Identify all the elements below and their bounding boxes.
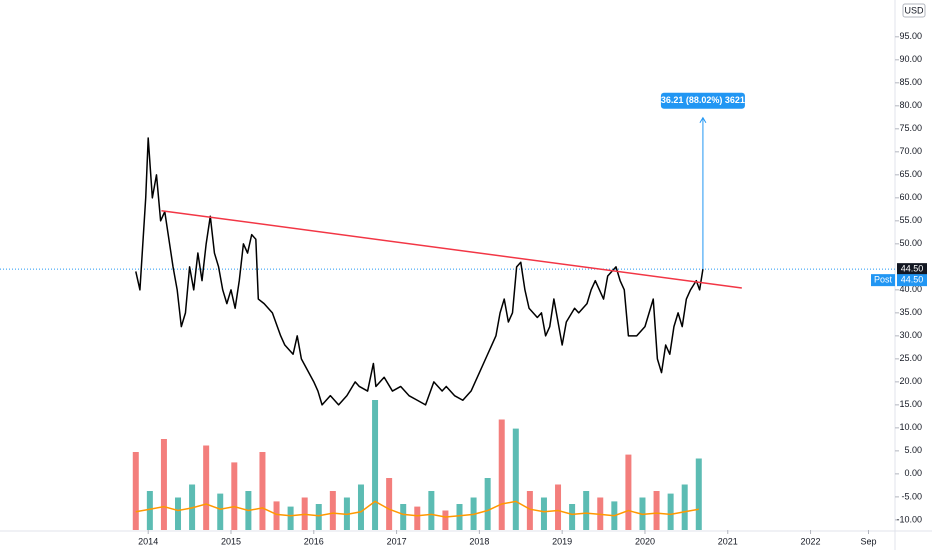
post-price-label: 44.50: [901, 275, 924, 285]
volume-bar: [146, 491, 153, 530]
x-tick-label: 2019: [552, 536, 572, 546]
x-tick-label: 2014: [138, 536, 158, 546]
volume-bar: [372, 400, 379, 530]
last-price-label: 44.50: [901, 264, 924, 274]
volume-bar: [315, 504, 322, 530]
currency-label[interactable]: USD: [904, 5, 924, 15]
volume-bar: [667, 493, 674, 530]
volume-bar: [653, 491, 660, 530]
y-tick-label: 0.00: [904, 468, 922, 478]
volume-bar: [484, 478, 491, 530]
volume-bar: [217, 493, 224, 530]
x-tick-label: 2015: [221, 536, 241, 546]
measure-label: 36.21 (88.02%) 3621: [661, 95, 745, 105]
y-tick-label: 20.00: [899, 376, 922, 386]
volume-bar: [526, 491, 533, 530]
x-tick-label: 2020: [635, 536, 655, 546]
currency-box[interactable]: [902, 3, 926, 18]
volume-bar: [400, 504, 407, 530]
post-price-box: [897, 274, 927, 287]
volume-bar: [428, 491, 435, 530]
volume-bar: [160, 439, 167, 530]
x-tick-label: 2017: [387, 536, 407, 546]
y-tick-label: -5.00: [901, 491, 922, 501]
volume-bar: [555, 484, 562, 530]
volume-ma: [135, 500, 699, 518]
measure-label-box: [660, 92, 745, 109]
y-tick-label: 40.00: [899, 284, 922, 294]
y-tick-label: 85.00: [899, 77, 922, 87]
y-tick-label: 60.00: [899, 192, 922, 202]
y-tick-label: 95.00: [899, 31, 922, 41]
y-tick-label: 75.00: [899, 123, 922, 133]
volume-bar: [231, 462, 238, 530]
y-tick-label: 35.00: [899, 307, 922, 317]
volume-bar: [625, 454, 632, 530]
x-tick-label: 2021: [718, 536, 738, 546]
y-tick-label: 15.00: [899, 399, 922, 409]
volume-bar: [681, 484, 688, 530]
post-name-box: [871, 274, 895, 287]
volume-bar: [498, 419, 505, 530]
volume-bar: [287, 506, 294, 530]
volume-bar: [540, 497, 547, 530]
x-tick-label: Sep: [860, 536, 876, 546]
y-tick-label: 25.00: [899, 353, 922, 363]
volume-bar: [259, 452, 266, 530]
volume-bar: [569, 504, 576, 530]
volume-bar: [386, 478, 393, 530]
volume-bar: [414, 506, 421, 530]
volume-bar: [583, 491, 590, 530]
volume-bar: [175, 497, 182, 530]
x-tick-label: 2018: [469, 536, 489, 546]
y-tick-label: 90.00: [899, 54, 922, 64]
y-tick-label: 50.00: [899, 238, 922, 248]
measure-arrowhead: [699, 116, 707, 124]
volume-bar: [357, 484, 364, 530]
trendline: [161, 209, 742, 289]
volume-bar: [456, 504, 463, 530]
post-name: Post: [874, 275, 893, 285]
y-tick-label: 70.00: [899, 146, 922, 156]
y-tick-label: 65.00: [899, 169, 922, 179]
y-tick-label: 5.00: [904, 445, 922, 455]
last-price-box: [897, 263, 927, 276]
volume-bar: [695, 458, 702, 530]
volume-bar: [203, 445, 210, 530]
volume-bar: [329, 491, 336, 530]
price-line: [135, 137, 704, 406]
x-tick-label: 2022: [801, 536, 821, 546]
y-tick-label: 55.00: [899, 215, 922, 225]
y-tick-label: -10.00: [896, 514, 922, 524]
y-tick-label: 80.00: [899, 100, 922, 110]
volume-bar: [132, 452, 139, 530]
volume-bar: [512, 428, 519, 530]
volume-bar: [273, 501, 280, 530]
y-tick-label: 30.00: [899, 330, 922, 340]
y-tick-label: 10.00: [899, 422, 922, 432]
volume-bar: [442, 510, 449, 530]
x-tick-label: 2016: [304, 536, 324, 546]
